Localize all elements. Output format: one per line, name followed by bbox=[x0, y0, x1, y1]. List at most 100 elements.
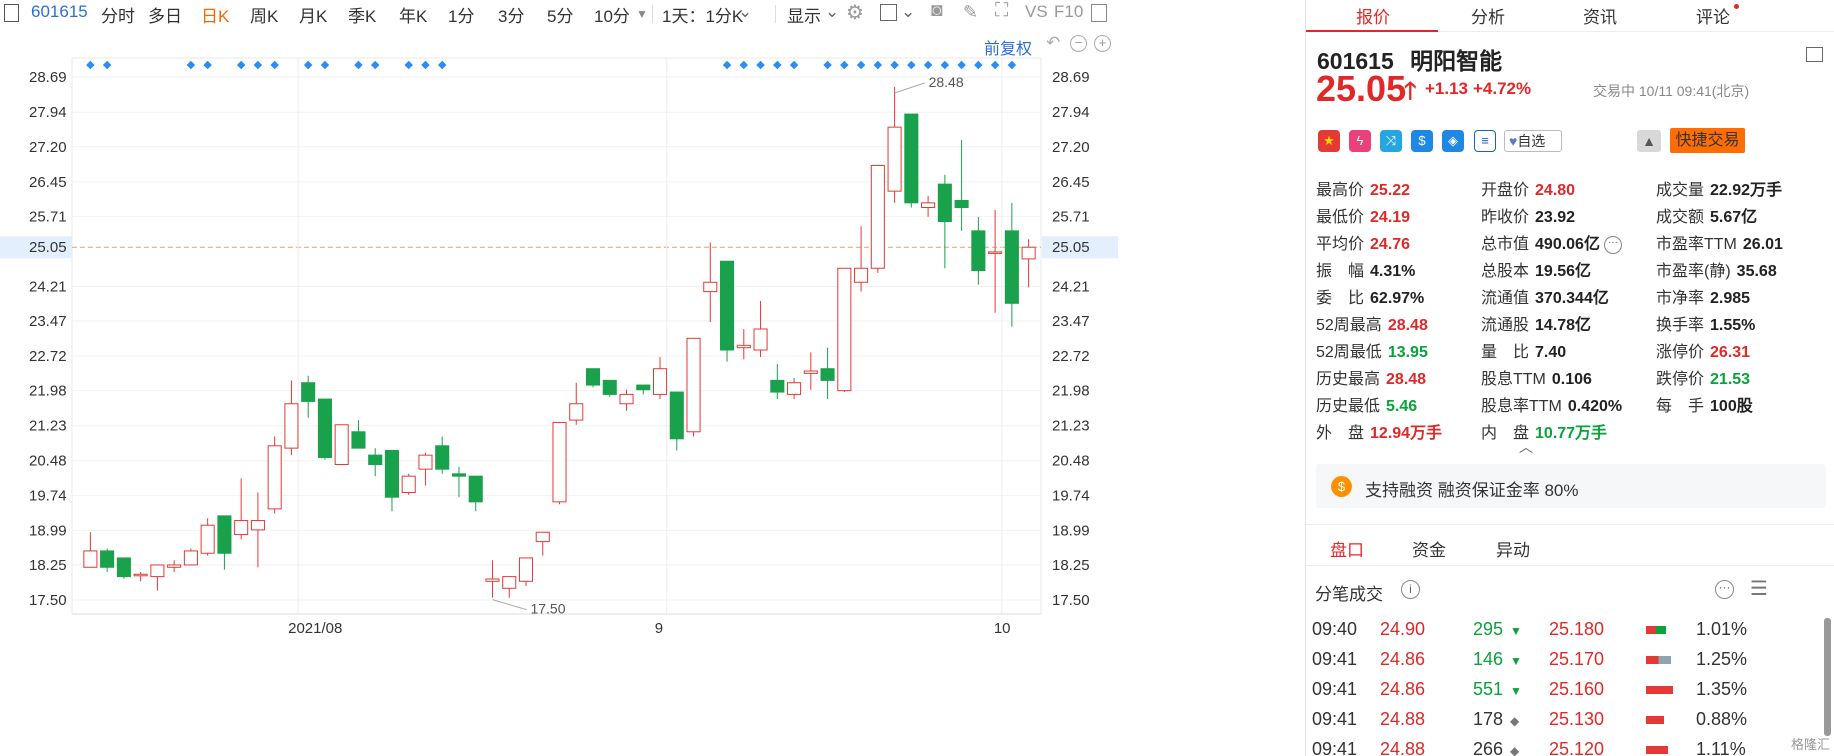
tab-comments[interactable]: 评论 bbox=[1696, 8, 1730, 27]
quote-item: 流通股 14.78亿 bbox=[1481, 311, 1591, 335]
tab-10min[interactable]: 10分 bbox=[594, 7, 630, 26]
undo-icon[interactable]: ↶ bbox=[1046, 33, 1061, 52]
pencil-icon[interactable]: ✎ bbox=[963, 2, 979, 22]
compare-vs-button[interactable]: VS bbox=[1025, 2, 1048, 21]
quote-label: 内 盘 bbox=[1481, 425, 1530, 442]
zoom-in-icon[interactable]: + bbox=[1094, 35, 1111, 52]
quote-value: 5.46 bbox=[1386, 398, 1418, 415]
square-select-icon[interactable] bbox=[880, 4, 897, 21]
display-menu[interactable]: 显示 bbox=[787, 7, 821, 26]
period-select[interactable]: 1天：1分K bbox=[662, 7, 744, 26]
tab-5min[interactable]: 5分 bbox=[547, 7, 574, 26]
lightning-icon[interactable]: ϟ bbox=[1349, 130, 1371, 152]
quote-item: 委 比 62.97% bbox=[1316, 284, 1424, 308]
quick-trade-button[interactable]: 快捷交易 bbox=[1670, 128, 1745, 153]
quote-value: 35.68 bbox=[1736, 263, 1777, 280]
candle-body bbox=[334, 424, 349, 465]
adjust-mode-link[interactable]: 前复权 bbox=[984, 41, 1033, 58]
signal-marker bbox=[823, 60, 832, 70]
more-icon[interactable]: ··· bbox=[1603, 235, 1622, 254]
price-change: +1.13 bbox=[1425, 79, 1469, 98]
f10-button[interactable]: F10 bbox=[1054, 2, 1084, 21]
candle-body bbox=[669, 391, 684, 440]
quote-label: 最高价 bbox=[1316, 182, 1365, 199]
quote-item: 股息率TTM 0.420% bbox=[1481, 392, 1622, 416]
max-price-label: 28.48 bbox=[929, 74, 964, 90]
candle-body bbox=[870, 164, 885, 269]
tab-quarterly-k[interactable]: 季K bbox=[348, 7, 377, 26]
tab-1min[interactable]: 1分 bbox=[448, 7, 475, 26]
quote-label: 市盈率TTM bbox=[1656, 236, 1737, 253]
right-panel: 报价 分析 资讯 评论 601615 明阳智能 25.05 🡑 +1.13 +4… bbox=[1305, 0, 1834, 756]
margin-notice-text: 支持融资 融资保证金率 80% bbox=[1365, 481, 1579, 500]
candle-body bbox=[485, 578, 500, 582]
tab-analysis[interactable]: 分析 bbox=[1471, 8, 1505, 27]
tick-price: 24.86 bbox=[1380, 649, 1426, 669]
camera-icon[interactable]: ◙ bbox=[931, 0, 943, 21]
more-icon[interactable]: ··· bbox=[1715, 580, 1734, 599]
quote-label: 市盈率(静) bbox=[1656, 263, 1731, 280]
shuffle-icon[interactable]: ⤨ bbox=[1380, 130, 1402, 152]
tab-10min-dropdown[interactable]: ▼ bbox=[636, 7, 648, 21]
quote-item: 市盈率(静) 35.68 bbox=[1656, 257, 1777, 281]
fullscreen-icon[interactable]: ⛶ bbox=[995, 0, 1009, 21]
tab-multiday[interactable]: 多日 bbox=[148, 7, 182, 26]
bell-icon[interactable]: ▲ bbox=[1637, 130, 1661, 152]
signal-marker bbox=[404, 60, 413, 70]
tag-icon[interactable]: ◈ bbox=[1442, 130, 1464, 152]
cn-flag-icon[interactable]: ★ bbox=[1318, 130, 1340, 152]
trading-status: 交易中 10/11 09:41(北京) bbox=[1593, 83, 1750, 99]
section-divider bbox=[1306, 524, 1834, 525]
tab-3min[interactable]: 3分 bbox=[498, 7, 525, 26]
y-tick-label-right: 28.69 bbox=[1052, 69, 1090, 86]
candle-body bbox=[83, 550, 98, 568]
dollar-icon[interactable]: $ bbox=[1411, 130, 1433, 152]
ticks-scrollbar[interactable] bbox=[1824, 618, 1831, 736]
subtab-orderbook[interactable]: 盘口 bbox=[1330, 541, 1364, 560]
doc-icon[interactable]: ≡ bbox=[1474, 130, 1496, 152]
tick-price: 24.88 bbox=[1380, 739, 1426, 756]
list-view-icon[interactable]: ☰ bbox=[1750, 578, 1768, 600]
tab-daily-k[interactable]: 日K bbox=[201, 7, 230, 26]
quote-label: 平均价 bbox=[1316, 236, 1365, 253]
zoom-out-icon[interactable]: − bbox=[1070, 35, 1087, 52]
candle-body bbox=[217, 515, 232, 554]
coin-icon: $ bbox=[1331, 476, 1352, 497]
tab-news[interactable]: 资讯 bbox=[1583, 8, 1617, 27]
subtab-movement[interactable]: 异动 bbox=[1496, 541, 1530, 560]
quote-item: 平均价 24.76 bbox=[1316, 230, 1410, 254]
info-icon[interactable]: i bbox=[1401, 580, 1420, 599]
quote-value: 24.80 bbox=[1535, 182, 1576, 199]
layout-icon[interactable] bbox=[1806, 47, 1823, 62]
add-watch-button[interactable]: ♥自选 bbox=[1504, 130, 1562, 152]
settings-icon[interactable]: ⚙ bbox=[846, 2, 864, 24]
chevron-down-icon[interactable]: ⌄ bbox=[901, 2, 916, 21]
panel-toggle-icon[interactable] bbox=[1091, 4, 1107, 22]
sidebar-toggle-icon[interactable] bbox=[4, 4, 19, 22]
tab-intraday[interactable]: 分时 bbox=[101, 7, 135, 26]
tab-weekly-k[interactable]: 周K bbox=[250, 7, 279, 26]
quote-label: 流通股 bbox=[1481, 317, 1530, 334]
tab-underline bbox=[1306, 30, 1438, 32]
candle-body bbox=[384, 449, 399, 498]
quote-item: 股息TTM 0.106 bbox=[1481, 365, 1592, 389]
collapse-icon[interactable]: ︿ bbox=[1519, 439, 1533, 455]
tab-monthly-k[interactable]: 月K bbox=[299, 7, 328, 26]
subtab-funds[interactable]: 资金 bbox=[1412, 541, 1446, 560]
tab-yearly-k[interactable]: 年K bbox=[399, 7, 428, 26]
tick-level-price: 25.120 bbox=[1549, 739, 1605, 756]
kline-chart[interactable]: 前复权 ↶ − + 28.69 28.69 27.94 27.94 27.20 27.20… bbox=[0, 28, 1305, 756]
tab-quote[interactable]: 报价 bbox=[1356, 8, 1390, 27]
tick-time: 09:40 bbox=[1312, 619, 1358, 639]
quote-value: 19.56亿 bbox=[1535, 263, 1592, 280]
quote-label: 市净率 bbox=[1656, 290, 1705, 307]
tick-bar bbox=[1646, 626, 1666, 634]
signal-marker bbox=[320, 60, 330, 70]
candle-body bbox=[401, 475, 416, 494]
signal-marker bbox=[303, 60, 313, 70]
quote-value: 370.344亿 bbox=[1535, 290, 1609, 307]
candle-body bbox=[150, 564, 165, 578]
notification-dot bbox=[1734, 4, 1739, 9]
chevron-down-icon[interactable]: ⌄ bbox=[738, 2, 753, 21]
chevron-down-icon[interactable]: ⌄ bbox=[825, 2, 840, 21]
